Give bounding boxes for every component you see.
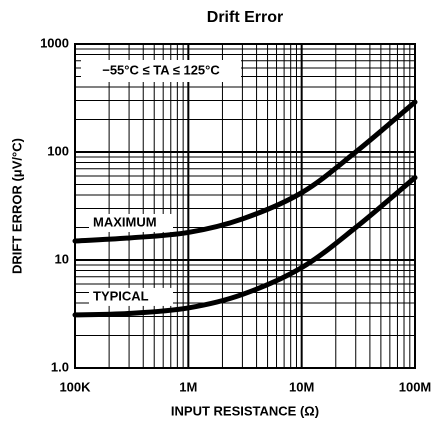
chart-title: Drift Error bbox=[207, 9, 283, 26]
series-label: MAXIMUM bbox=[93, 214, 157, 229]
x-tick-label: 10M bbox=[289, 379, 314, 394]
y-tick-label: 1.0 bbox=[51, 359, 69, 374]
series-label: TYPICAL bbox=[93, 288, 149, 303]
plot-frame bbox=[74, 43, 416, 369]
series-label-bg bbox=[89, 287, 173, 306]
series-label-bg bbox=[89, 213, 173, 232]
series-line bbox=[72, 175, 418, 318]
y-tick-label: 10 bbox=[55, 251, 69, 266]
x-tick-label: 1M bbox=[179, 379, 197, 394]
y-tick-label: 100 bbox=[47, 143, 69, 158]
x-tick-label: 100M bbox=[399, 379, 432, 394]
y-tick-label: 1000 bbox=[40, 35, 69, 50]
x-tick-label: 100K bbox=[59, 379, 91, 394]
x-axis-label: INPUT RESISTANCE (Ω) bbox=[171, 403, 319, 418]
series-line bbox=[72, 99, 418, 244]
annotation-box bbox=[81, 60, 241, 82]
y-axis-label: DRIFT ERROR (μV/°C) bbox=[9, 138, 24, 274]
annotation: −55°C ≤ TA ≤ 125°C bbox=[102, 62, 220, 77]
